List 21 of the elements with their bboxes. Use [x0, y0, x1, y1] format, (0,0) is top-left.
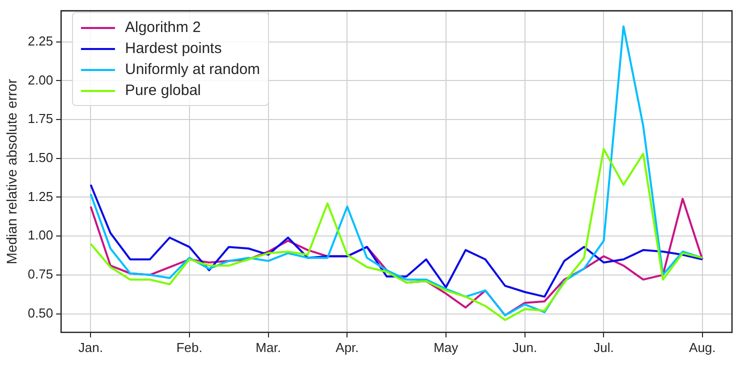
x-tick-label: May: [434, 340, 459, 355]
y-tick-label: 1.25: [28, 188, 54, 204]
x-tick-label: Aug.: [689, 340, 716, 355]
y-axis-title: Median relative absolute error: [3, 78, 20, 264]
x-tick-label: Mar.: [256, 340, 281, 355]
legend-label: Algorithm 2: [125, 19, 201, 36]
y-tick-label: 2.25: [28, 33, 54, 48]
x-tick-label: Jan.: [78, 340, 103, 355]
y-tick-label: 1.00: [28, 228, 54, 243]
x-tick-label: Jul.: [594, 340, 614, 355]
y-tick-label: 0.50: [28, 305, 54, 320]
x-tick-label: Jun.: [512, 340, 538, 355]
y-tick-label: 1.50: [28, 150, 54, 165]
x-tick-label: Apr.: [336, 340, 359, 355]
y-tick-label: 0.75: [28, 266, 54, 282]
legend-label: Hardest points: [125, 40, 222, 57]
x-tick-label: Feb.: [176, 340, 202, 355]
legend-label: Uniformly at random: [125, 61, 260, 78]
legend-label: Pure global: [125, 82, 201, 99]
y-tick-label: 1.75: [28, 111, 54, 126]
y-tick-label: 2.00: [28, 72, 54, 88]
